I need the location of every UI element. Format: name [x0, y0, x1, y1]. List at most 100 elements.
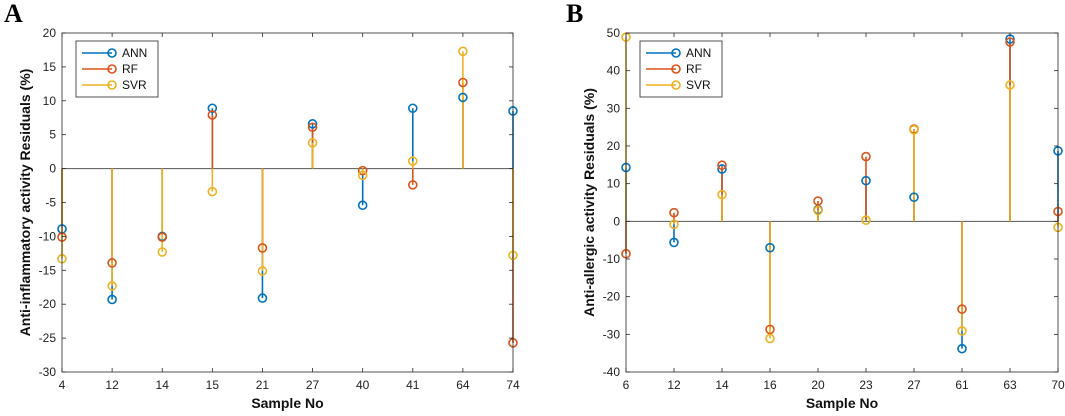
marker-ann-21 [257, 293, 268, 303]
x-tick-label: 23 [859, 378, 873, 392]
legend-label-rf: RF [686, 62, 702, 76]
marker-ann-23 [861, 175, 871, 186]
x-tick-label: 6 [623, 378, 630, 392]
x-tick-label: 61 [955, 378, 969, 392]
marker-svr-61 [957, 326, 967, 336]
x-tick-label: 4 [59, 378, 66, 392]
legend-label-rf: RF [122, 62, 138, 76]
marker-rf-20 [813, 196, 823, 206]
marker-svr-27 [307, 138, 318, 148]
y-tick-label: -10 [603, 252, 621, 266]
x-tick-label: 14 [715, 378, 729, 392]
marker-rf-14 [157, 232, 168, 242]
legend-label-ann: ANN [686, 46, 711, 60]
x-tick-label: 70 [1051, 378, 1065, 392]
y-tick-label: 10 [43, 94, 57, 108]
y-tick-label: -30 [603, 327, 621, 341]
marker-svr-63 [1005, 80, 1015, 90]
marker-rf-12 [107, 258, 117, 268]
marker-svr-23 [861, 215, 871, 226]
y-tick-label: -20 [39, 297, 57, 311]
legend-label-svr: SVR [122, 78, 147, 92]
x-tick-label: 12 [105, 378, 119, 392]
marker-rf-23 [861, 151, 871, 162]
y-tick-label: 30 [607, 101, 621, 115]
y-tick-label: 20 [43, 26, 57, 40]
marker-ann-15 [207, 103, 218, 114]
marker-rf-15 [207, 110, 218, 120]
legend-label-ann: ANN [122, 46, 147, 60]
marker-rf-41 [407, 180, 418, 190]
panel-letter: A [4, 0, 23, 28]
legend-marker-rf [107, 64, 117, 74]
y-axis-label: Anti-inflammatory activity Residuals (%) [17, 69, 33, 337]
marker-svr-20 [813, 205, 823, 216]
y-tick-label: -5 [45, 196, 56, 210]
marker-svr-16 [765, 333, 775, 344]
y-tick-label: -40 [603, 365, 621, 379]
marker-ann-27 [307, 119, 318, 129]
marker-rf-21 [257, 243, 268, 253]
marker-ann-61 [957, 343, 967, 354]
marker-rf-14 [717, 160, 727, 171]
y-axis-label: Anti-allergic activity Residuals (%) [581, 88, 597, 317]
legend-marker-svr [671, 80, 681, 90]
marker-rf-63 [1005, 37, 1015, 47]
x-tick-label: 40 [356, 378, 370, 392]
x-tick-label: 74 [506, 378, 520, 392]
x-tick-label: 14 [156, 378, 170, 392]
marker-svr-14 [717, 189, 727, 200]
y-tick-label: -25 [39, 331, 57, 345]
marker-svr-27 [909, 125, 919, 135]
marker-svr-40 [357, 170, 368, 181]
marker-rf-40 [357, 165, 368, 176]
x-tick-label: 63 [1003, 378, 1017, 392]
y-tick-label: 20 [607, 139, 621, 153]
x-tick-label: 41 [406, 378, 420, 392]
legend-marker-svr [107, 80, 117, 90]
marker-rf-16 [765, 324, 775, 335]
marker-svr-41 [407, 156, 418, 166]
marker-ann-64 [458, 92, 468, 103]
marker-ann-16 [765, 242, 775, 253]
y-tick-label: -15 [39, 263, 57, 277]
x-axis-label: Sample No [251, 395, 323, 411]
y-tick-label: 40 [607, 64, 621, 78]
x-tick-label: 20 [811, 378, 825, 392]
y-tick-label: -20 [603, 290, 621, 304]
x-tick-label: 64 [456, 378, 470, 392]
y-tick-label: -30 [39, 365, 57, 379]
y-tick-label: 10 [607, 177, 621, 191]
legend-label-svr: SVR [686, 78, 711, 92]
y-tick-label: 15 [43, 60, 57, 74]
marker-svr-12 [107, 281, 117, 291]
x-tick-label: 27 [306, 378, 320, 392]
marker-rf-61 [957, 304, 967, 314]
x-tick-label: 27 [907, 378, 921, 392]
marker-svr-64 [458, 46, 468, 57]
x-tick-label: 21 [256, 378, 270, 392]
panel-letter: B [566, 0, 583, 28]
y-tick-label: 50 [607, 26, 621, 40]
legend-marker-ann [671, 48, 681, 58]
axes-box-1 [625, 32, 1059, 373]
legend-marker-rf [671, 64, 681, 74]
marker-svr-15 [207, 186, 218, 197]
legend-marker-ann [107, 48, 117, 58]
marker-svr-12 [669, 219, 679, 230]
marker-ann-40 [357, 200, 368, 211]
marker-rf-27 [307, 122, 318, 133]
marker-rf-64 [458, 77, 468, 88]
y-tick-label: 5 [49, 128, 56, 142]
marker-ann-14 [717, 164, 727, 174]
marker-svr-14 [157, 247, 168, 257]
marker-rf-12 [669, 207, 679, 218]
x-tick-label: 15 [206, 378, 220, 392]
marker-ann-12 [107, 294, 117, 305]
marker-ann-12 [669, 237, 679, 248]
x-tick-label: 16 [763, 378, 777, 392]
y-tick-label: 0 [49, 162, 56, 176]
marker-svr-21 [257, 266, 268, 276]
y-tick-label: 0 [613, 214, 620, 228]
